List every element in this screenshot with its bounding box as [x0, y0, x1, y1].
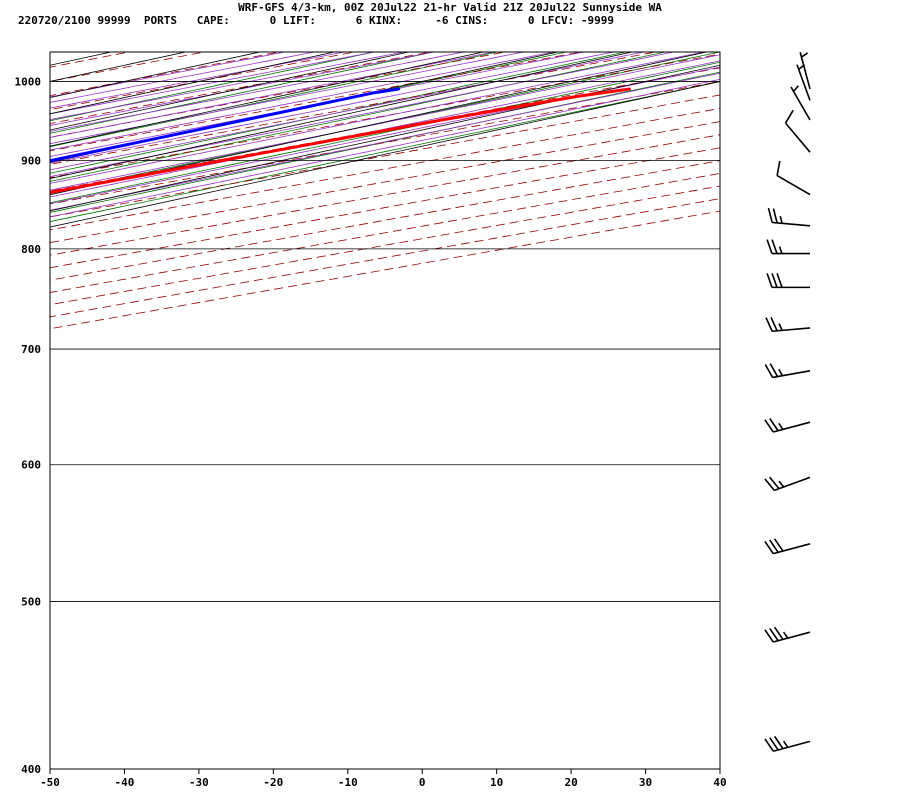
- moist-adiabat-0: [50, 52, 557, 151]
- wind-barbs: [764, 52, 811, 752]
- wind-barb: [764, 363, 811, 379]
- wind-barb: [766, 239, 810, 255]
- dry-adiabat-140: [50, 210, 720, 330]
- moist-adiabat-8: [50, 52, 617, 164]
- wind-barb: [765, 316, 811, 333]
- temperature-profile: [50, 87, 631, 195]
- temperature-tick-label: -30: [189, 776, 209, 789]
- dry-adiabat-50: [50, 94, 720, 218]
- moist-adiabat--12: [50, 52, 467, 132]
- moist-adiabat-40: [50, 78, 720, 218]
- wind-barb: [764, 735, 811, 752]
- pressure-tick-label: 900: [21, 154, 41, 167]
- wind-barb: [764, 538, 811, 555]
- moist-adiabat--36: [50, 52, 288, 98]
- dry-adiabat-60: [50, 107, 720, 231]
- wind-barb: [767, 207, 811, 227]
- plot-frame: [49, 51, 721, 770]
- dry-adiabat-40: [50, 80, 720, 205]
- isotherm-20: [50, 52, 709, 196]
- isotherm-40: [50, 81, 720, 228]
- dry-adiabat-110: [50, 172, 720, 293]
- moist-adiabat--24: [50, 52, 377, 115]
- pressure-tick-label: 600: [21, 459, 41, 472]
- temperature-tick-label: 30: [639, 776, 652, 789]
- wind-barb: [784, 109, 811, 153]
- wind-barb: [766, 273, 810, 289]
- moist-adiabat-4: [50, 52, 587, 157]
- isotherm-30: [50, 64, 720, 212]
- isotherm-10: [50, 52, 634, 179]
- temperature-tick-label: -40: [115, 776, 135, 789]
- wind-barb: [799, 52, 811, 90]
- dry-adiabat-120: [50, 185, 720, 306]
- wind-barb: [764, 418, 811, 433]
- temperature-tick-label: 20: [564, 776, 577, 789]
- dry-adiabat-10: [50, 52, 659, 165]
- wind-barb: [764, 476, 811, 492]
- temperature-tick-label: -10: [338, 776, 358, 789]
- wind-barb: [790, 85, 811, 121]
- temperature-tick-label: 40: [713, 776, 726, 789]
- dry-adiabat-30: [50, 67, 720, 192]
- moist-adiabat--8: [50, 52, 497, 138]
- pressure-tick-label: 700: [21, 343, 41, 356]
- mixing-ratio-line-5: [50, 52, 668, 182]
- moist-adiabat-16: [50, 52, 676, 178]
- mixing-ratio-line-1: [50, 52, 436, 134]
- moist-adiabat-12: [50, 52, 646, 171]
- moist-adiabat-20: [50, 52, 706, 184]
- moist-adiabat--4: [50, 52, 527, 145]
- dry-adiabat-0: [50, 52, 583, 152]
- wind-barb: [776, 160, 811, 196]
- isotherm-0: [50, 52, 560, 163]
- pressure-tick-label: 400: [21, 763, 41, 776]
- dry-adiabat-130: [50, 198, 720, 318]
- dry-adiabat-20: [50, 53, 720, 179]
- stability-indices: 220720/2100 99999 PORTS CAPE: 0 LIFT: 6 …: [18, 14, 615, 27]
- pressure-tick-label: 800: [21, 243, 41, 256]
- background-lines: [50, 52, 720, 769]
- pressure-tick-label: 1000: [15, 75, 42, 88]
- temperature-tick-label: -50: [40, 776, 60, 789]
- temperature-tick-label: 0: [419, 776, 426, 789]
- moist-adiabat-28: [50, 60, 720, 198]
- moist-adiabat-36: [50, 72, 720, 211]
- wind-barb: [764, 626, 811, 643]
- moist-adiabat--28: [50, 52, 347, 109]
- dry-adiabat-100: [50, 160, 720, 281]
- dry-adiabat-80: [50, 134, 720, 256]
- chart-title: WRF-GFS 4/3-km, 00Z 20Jul22 21-hr Valid …: [238, 1, 662, 14]
- mixing-ratio-line-8: [50, 71, 720, 213]
- dry-adiabat-70: [50, 121, 720, 244]
- dewpoint-profile: [50, 87, 401, 163]
- pressure-tick-label: 500: [21, 596, 41, 609]
- sounding-profiles: [50, 87, 631, 195]
- temperature-tick-labels: -50 -40 -30 -20 -10 0 10 20 30 40: [40, 769, 727, 789]
- mixing-ratio-line-2: [50, 52, 500, 148]
- temperature-tick-label: -20: [263, 776, 283, 789]
- dry-adiabat--30: [50, 52, 357, 111]
- mixing-ratio-line-9: [50, 81, 720, 223]
- moist-adiabat-32: [50, 66, 720, 205]
- pressure-tick-labels: 400 500 600 700 800 900 1000: [15, 75, 42, 776]
- temperature-tick-label: 10: [490, 776, 503, 789]
- dry-adiabat-90: [50, 147, 720, 269]
- mixing-ratio-line-4: [50, 52, 628, 174]
